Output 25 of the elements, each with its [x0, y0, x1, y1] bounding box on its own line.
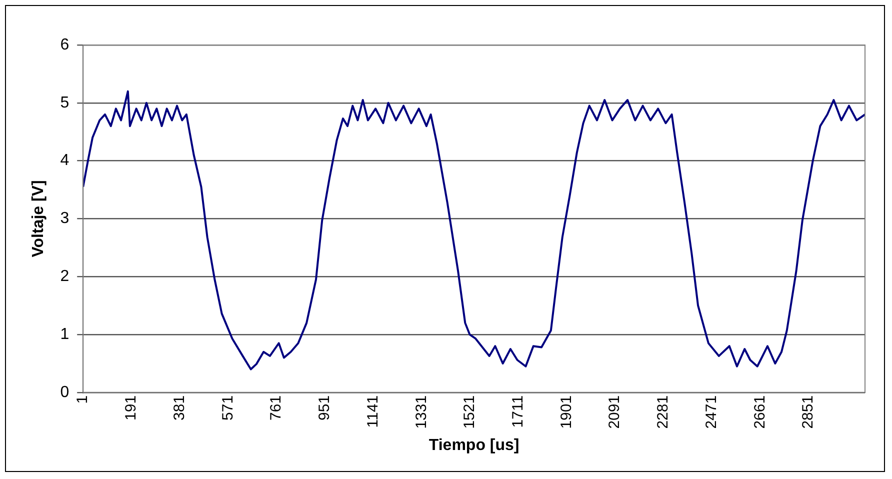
- y-tick-label: 0: [60, 384, 70, 401]
- y-axis-title: Voltaje [V]: [30, 180, 48, 258]
- x-tick-label: 1901: [558, 395, 575, 429]
- y-tick-label: 6: [60, 36, 70, 54]
- y-tick-label: 3: [60, 210, 70, 228]
- x-tick-label: 2091: [606, 395, 624, 429]
- x-axis-title: Tiempo [us]: [428, 436, 520, 454]
- x-tick-label: 761: [268, 395, 285, 420]
- x-tick-label: 2281: [654, 395, 672, 429]
- x-tick-label: 1711: [509, 395, 526, 428]
- x-tick-label: 2661: [751, 395, 768, 429]
- x-tick-label: 571: [219, 395, 236, 420]
- x-tick-label: 1331: [412, 395, 430, 429]
- x-tick-label: 191: [122, 395, 140, 420]
- y-tick-label: 5: [60, 94, 70, 112]
- x-tick-label: 1521: [461, 395, 478, 429]
- x-tick-label: 1: [74, 395, 92, 404]
- y-tick-label: 4: [60, 152, 70, 170]
- x-tick-label: 2471: [702, 395, 720, 429]
- x-tick-label: 2851: [800, 395, 817, 429]
- x-tick-label: 951: [316, 395, 334, 420]
- y-tick-label: 1: [60, 326, 70, 343]
- y-tick-label: 2: [60, 268, 70, 286]
- x-tick-label: 381: [170, 395, 188, 420]
- x-tick-label: 1141: [364, 395, 382, 428]
